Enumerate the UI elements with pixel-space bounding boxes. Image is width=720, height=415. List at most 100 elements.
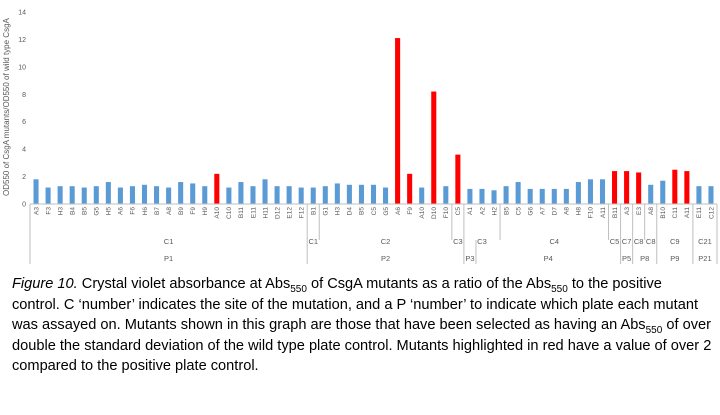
x-tick-label: H2 (491, 207, 498, 216)
x-tick-label: A10 (214, 207, 221, 219)
bar (563, 188, 569, 204)
site-group-label: C4 (549, 237, 559, 246)
x-tick-label: B7 (154, 207, 161, 215)
x-tick-label: C5 (371, 207, 378, 216)
bar (117, 187, 123, 204)
x-tick-label: G1 (323, 207, 330, 216)
bar (178, 182, 184, 204)
site-group-label: C8 (646, 237, 656, 246)
y-tick-label: 2 (22, 174, 26, 181)
bar (479, 188, 485, 204)
x-tick-label: G6 (527, 207, 534, 216)
site-group-label: C9 (670, 237, 680, 246)
bar (154, 186, 160, 204)
plate-group-label: P21 (698, 254, 711, 263)
bar (551, 188, 557, 204)
bar (286, 186, 292, 204)
bar (274, 186, 280, 204)
caption-text-2: of CsgA mutants as a ratio of the Abs (306, 276, 552, 292)
bar (708, 186, 714, 204)
x-tick-label: B4 (69, 207, 76, 215)
site-group-label: C21 (698, 237, 712, 246)
x-tick-label: A8 (166, 207, 173, 215)
bar (599, 179, 606, 204)
bar (141, 184, 148, 204)
bar (587, 179, 593, 204)
bar (226, 187, 232, 204)
plate-group-label: P4 (544, 254, 553, 263)
x-tick-label: H9 (202, 207, 209, 216)
x-tick-label: G5 (383, 207, 390, 216)
x-tick-label: A11 (684, 207, 691, 218)
bar (358, 184, 364, 204)
site-group-label: C1 (308, 237, 318, 246)
x-tick-label: A8 (648, 207, 655, 215)
plate-group-label: P1 (164, 254, 173, 263)
bar (539, 188, 545, 204)
x-tick-label: B1 (311, 207, 318, 215)
y-tick-label: 4 (22, 147, 26, 154)
x-tick-label: C5 (515, 207, 522, 216)
site-group-label: C2 (381, 237, 391, 246)
figure-caption: Figure 10. Crystal violet absorbance at … (12, 274, 712, 377)
bar (93, 186, 99, 204)
x-tick-label: B11 (612, 207, 619, 218)
x-tick-label: C5 (455, 207, 462, 216)
caption-sub-2: 550 (551, 284, 568, 295)
plate-group-label: P9 (670, 254, 679, 263)
y-tick-label: 14 (18, 10, 26, 17)
y-tick-label: 10 (18, 64, 26, 71)
bar-highlighted (624, 171, 630, 204)
bar (262, 179, 268, 204)
bar (69, 186, 75, 204)
bar-highlighted (684, 171, 690, 204)
plate-group-label: P3 (465, 254, 474, 263)
plate-group-label: P2 (381, 254, 390, 263)
x-tick-label: A3 (33, 207, 40, 215)
x-tick-label: F10 (443, 207, 450, 219)
x-tick-label: B5 (359, 207, 366, 215)
bar-highlighted (214, 173, 220, 204)
x-tick-label: A6 (395, 207, 402, 215)
x-tick-label: D12 (274, 207, 281, 219)
caption-figure-label: Figure 10. (12, 276, 78, 292)
bar-highlighted (636, 172, 642, 204)
bar (105, 182, 111, 204)
y-tick-label: 0 (22, 202, 26, 209)
x-tick-label: C10 (226, 207, 233, 219)
bar (322, 186, 328, 204)
x-tick-label: B5 (82, 207, 89, 215)
x-tick-label: F6 (130, 207, 137, 215)
x-tick-label: H8 (576, 207, 583, 216)
x-tick-label: A10 (419, 207, 426, 219)
plate-group-label: P5 (622, 254, 631, 263)
bar-highlighted (407, 173, 413, 204)
site-group-label: C1 (164, 237, 174, 246)
bar (648, 184, 654, 204)
x-tick-label: F9 (190, 207, 197, 215)
y-tick-label: 8 (22, 92, 26, 99)
bar-highlighted (612, 171, 618, 204)
bar (515, 182, 521, 204)
bar (129, 186, 135, 204)
bar (575, 182, 581, 204)
bar (527, 188, 533, 204)
site-group-label: C8 (634, 237, 644, 246)
bar (33, 179, 39, 204)
bar (310, 187, 316, 204)
bar (57, 186, 63, 204)
x-tick-label: H5 (106, 207, 113, 216)
x-tick-label: A2 (479, 207, 486, 215)
plate-group-label: P8 (640, 254, 649, 263)
bar (491, 190, 497, 204)
x-tick-label: E11 (250, 207, 257, 218)
x-tick-label: H11 (262, 207, 269, 219)
x-tick-label: B11 (238, 207, 245, 218)
x-tick-label: B5 (503, 207, 510, 215)
x-tick-label: E12 (286, 207, 293, 219)
bar-highlighted (431, 91, 437, 204)
bar (166, 187, 172, 204)
bar (45, 187, 51, 204)
bar (346, 184, 352, 204)
x-tick-label: E11 (696, 207, 703, 218)
